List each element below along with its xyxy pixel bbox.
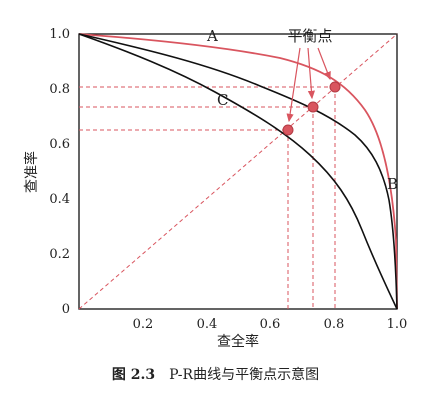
curve-c xyxy=(78,33,398,310)
bep-arrows xyxy=(286,47,331,123)
y-tick-0.8: 0.8 xyxy=(49,82,70,97)
y-tick-1.0: 1.0 xyxy=(49,27,70,42)
figure-caption: 图 2.3 P-R曲线与平衡点示意图 xyxy=(0,364,431,384)
curve-b xyxy=(78,33,398,310)
curve-label-a: A xyxy=(206,27,218,45)
bep-point-b xyxy=(307,101,319,113)
bep-arrow-b xyxy=(307,47,316,100)
x-tick-0.2: 0.2 xyxy=(133,317,154,332)
y-axis-label: 查准率 xyxy=(23,151,40,193)
figure-number: 图 2.3 xyxy=(111,367,156,383)
bep-arrow-c xyxy=(286,47,301,123)
x-tick-1.0: 1.0 xyxy=(387,317,408,332)
curve-label-c: C xyxy=(217,91,228,109)
y-tick-labels: 0 0.2 0.4 0.6 0.8 1.0 xyxy=(49,27,70,317)
bep-arrow-a xyxy=(317,47,331,81)
plot-frame xyxy=(78,33,398,310)
figure-caption-text: P-R曲线与平衡点示意图 xyxy=(169,367,320,383)
y-tick-0.4: 0.4 xyxy=(49,192,70,207)
diagonal-line xyxy=(78,33,398,310)
curve-label-b: B xyxy=(387,175,398,193)
bep-label: 平衡点 xyxy=(287,27,332,45)
bep-point-c xyxy=(282,124,294,136)
x-axis-label: 查全率 xyxy=(217,333,259,350)
x-tick-0.8: 0.8 xyxy=(324,317,345,332)
y-tick-0.2: 0.2 xyxy=(49,247,70,262)
x-tick-0.6: 0.6 xyxy=(260,317,281,332)
bep-point-a xyxy=(329,81,341,93)
y-tick-0: 0 xyxy=(62,302,70,317)
y-tick-0.6: 0.6 xyxy=(49,137,70,152)
x-tick-0.4: 0.4 xyxy=(197,317,218,332)
curve-a xyxy=(78,33,398,310)
x-tick-labels: 0.2 0.4 0.6 0.8 1.0 xyxy=(133,317,408,332)
